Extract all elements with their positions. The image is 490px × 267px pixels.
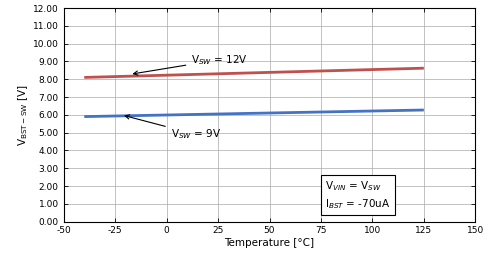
Text: V$_{VIN}$ = V$_{SW}$
I$_{BST}$ = -70uA: V$_{VIN}$ = V$_{SW}$ I$_{BST}$ = -70uA — [325, 179, 391, 211]
Text: V$_{SW}$ = 12V: V$_{SW}$ = 12V — [133, 53, 248, 75]
Y-axis label: V$_\mathrm{BST-SW}$ [V]: V$_\mathrm{BST-SW}$ [V] — [16, 84, 30, 146]
Text: V$_{SW}$ = 9V: V$_{SW}$ = 9V — [125, 115, 221, 141]
X-axis label: Temperature [°C]: Temperature [°C] — [224, 238, 315, 248]
